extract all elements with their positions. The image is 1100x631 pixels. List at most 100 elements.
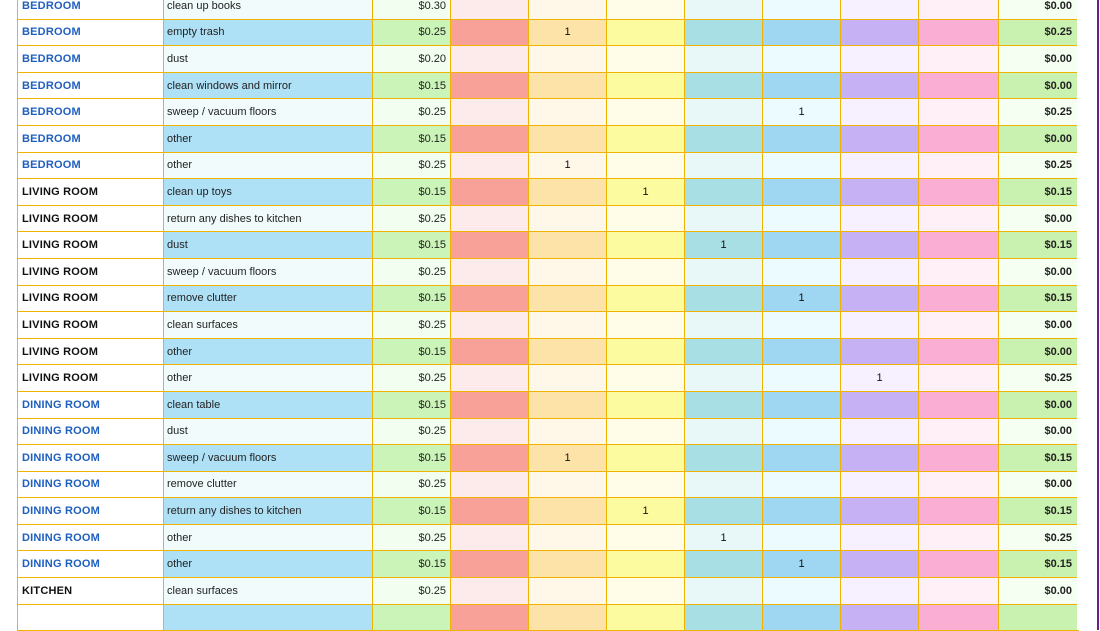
- task-cell[interactable]: return any dishes to kitchen: [163, 497, 373, 525]
- day-cell[interactable]: [762, 603, 841, 631]
- total-cell[interactable]: $0.00: [998, 390, 1079, 419]
- day-cell[interactable]: [528, 98, 607, 126]
- day-cell[interactable]: 1: [606, 178, 685, 206]
- day-cell[interactable]: [606, 337, 685, 366]
- total-cell[interactable]: $0.00: [998, 311, 1079, 339]
- room-cell[interactable]: BEDROOM: [17, 124, 164, 153]
- task-cell[interactable]: clean up books: [163, 0, 373, 20]
- day-cell[interactable]: [606, 151, 685, 180]
- room-cell[interactable]: BEDROOM: [17, 0, 164, 20]
- total-cell[interactable]: $0.15: [998, 231, 1079, 259]
- day-cell[interactable]: [450, 257, 529, 286]
- day-cell[interactable]: [528, 204, 607, 233]
- day-cell[interactable]: [840, 311, 919, 339]
- task-cell[interactable]: sweep / vacuum floors: [163, 444, 373, 472]
- day-cell[interactable]: [918, 417, 999, 446]
- day-cell[interactable]: [918, 603, 999, 631]
- total-cell[interactable]: $0.25: [998, 364, 1079, 392]
- day-cell[interactable]: [684, 204, 763, 233]
- day-cell[interactable]: [528, 603, 607, 631]
- day-cell[interactable]: [762, 18, 841, 47]
- day-cell[interactable]: [528, 124, 607, 153]
- day-cell[interactable]: [918, 151, 999, 180]
- day-cell[interactable]: [840, 0, 919, 20]
- total-cell[interactable]: $0.25: [998, 98, 1079, 126]
- day-cell[interactable]: [762, 311, 841, 339]
- day-cell[interactable]: [684, 337, 763, 366]
- day-cell[interactable]: [684, 124, 763, 153]
- value-cell[interactable]: $0.25: [372, 18, 451, 47]
- day-cell[interactable]: [606, 603, 685, 631]
- day-cell[interactable]: 1: [762, 98, 841, 126]
- task-cell[interactable]: dust: [163, 417, 373, 446]
- day-cell[interactable]: [528, 577, 607, 605]
- day-cell[interactable]: [606, 71, 685, 100]
- value-cell[interactable]: $0.15: [372, 284, 451, 313]
- room-cell[interactable]: BEDROOM: [17, 45, 164, 73]
- day-cell[interactable]: 1: [528, 444, 607, 472]
- day-cell[interactable]: [840, 523, 919, 552]
- task-cell[interactable]: other: [163, 523, 373, 552]
- day-cell[interactable]: [762, 71, 841, 100]
- day-cell[interactable]: [450, 470, 529, 499]
- task-cell[interactable]: other: [163, 151, 373, 180]
- day-cell[interactable]: [762, 0, 841, 20]
- day-cell[interactable]: [840, 231, 919, 259]
- day-cell[interactable]: [918, 577, 999, 605]
- day-cell[interactable]: [918, 470, 999, 499]
- day-cell[interactable]: [528, 523, 607, 552]
- day-cell[interactable]: [528, 337, 607, 366]
- day-cell[interactable]: [840, 497, 919, 525]
- day-cell[interactable]: [840, 124, 919, 153]
- day-cell[interactable]: [762, 470, 841, 499]
- day-cell[interactable]: [450, 204, 529, 233]
- day-cell[interactable]: [840, 178, 919, 206]
- day-cell[interactable]: [606, 523, 685, 552]
- day-cell[interactable]: [762, 124, 841, 153]
- value-cell[interactable]: [372, 603, 451, 631]
- day-cell[interactable]: [684, 98, 763, 126]
- day-cell[interactable]: 1: [684, 231, 763, 259]
- day-cell[interactable]: [918, 0, 999, 20]
- day-cell[interactable]: [762, 337, 841, 366]
- day-cell[interactable]: [606, 231, 685, 259]
- value-cell[interactable]: $0.15: [372, 71, 451, 100]
- day-cell[interactable]: [762, 204, 841, 233]
- task-cell[interactable]: return any dishes to kitchen: [163, 204, 373, 233]
- day-cell[interactable]: [528, 364, 607, 392]
- day-cell[interactable]: [918, 71, 999, 100]
- room-cell[interactable]: BEDROOM: [17, 71, 164, 100]
- room-cell[interactable]: LIVING ROOM: [17, 257, 164, 286]
- day-cell[interactable]: [684, 364, 763, 392]
- day-cell[interactable]: [840, 417, 919, 446]
- day-cell[interactable]: [840, 603, 919, 631]
- day-cell[interactable]: [918, 231, 999, 259]
- day-cell[interactable]: [606, 390, 685, 419]
- day-cell[interactable]: [918, 45, 999, 73]
- room-cell[interactable]: LIVING ROOM: [17, 231, 164, 259]
- day-cell[interactable]: [918, 550, 999, 579]
- room-cell[interactable]: LIVING ROOM: [17, 311, 164, 339]
- day-cell[interactable]: [684, 603, 763, 631]
- room-cell[interactable]: DINING ROOM: [17, 390, 164, 419]
- task-cell[interactable]: remove clutter: [163, 284, 373, 313]
- day-cell[interactable]: [684, 178, 763, 206]
- day-cell[interactable]: [684, 444, 763, 472]
- day-cell[interactable]: [450, 444, 529, 472]
- day-cell[interactable]: 1: [684, 523, 763, 552]
- task-cell[interactable]: clean windows and mirror: [163, 71, 373, 100]
- day-cell[interactable]: [684, 0, 763, 20]
- day-cell[interactable]: [840, 444, 919, 472]
- day-cell[interactable]: 1: [528, 18, 607, 47]
- day-cell[interactable]: [606, 417, 685, 446]
- room-cell[interactable]: DINING ROOM: [17, 550, 164, 579]
- day-cell[interactable]: [840, 45, 919, 73]
- day-cell[interactable]: [528, 71, 607, 100]
- day-cell[interactable]: [528, 417, 607, 446]
- day-cell[interactable]: [606, 124, 685, 153]
- day-cell[interactable]: [684, 577, 763, 605]
- room-cell[interactable]: DINING ROOM: [17, 523, 164, 552]
- day-cell[interactable]: [918, 284, 999, 313]
- day-cell[interactable]: [762, 523, 841, 552]
- room-cell[interactable]: BEDROOM: [17, 151, 164, 180]
